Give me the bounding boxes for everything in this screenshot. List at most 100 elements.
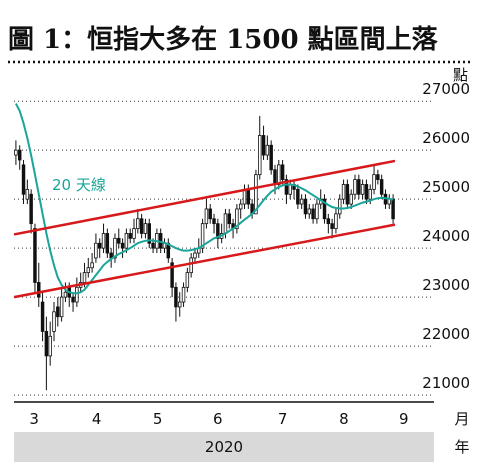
candle-body [124,233,129,249]
x-tick-label: 9 [399,410,409,428]
candle-body [136,218,140,229]
candle-body [273,169,277,185]
candle-body [261,135,266,156]
candle-body [52,311,56,332]
candle-body [238,203,243,210]
candle-body [269,144,273,171]
candle-body [75,286,79,303]
candle-body [71,296,75,303]
x-tick-label: 8 [339,410,349,428]
candle-body [189,257,193,274]
candle-body [368,188,372,200]
candle-body [288,184,292,195]
candle-body [204,208,209,225]
x-tick-label: 7 [278,410,288,428]
candle-body [216,223,220,239]
year-unit: 年 [454,438,469,456]
candle-body [178,301,182,308]
y-tick-label: 21000 [422,374,470,392]
candle-body [174,286,178,308]
candle-body [128,233,132,239]
candle-body [299,198,304,205]
candle-body [25,188,30,200]
candle-body [311,208,315,220]
candle-body [63,291,68,298]
x-unit: 月 [454,410,469,428]
candle-body [90,262,94,269]
candle-body [208,208,212,220]
candle-body [376,174,380,180]
candle-body [307,208,312,215]
y-tick-label: 23000 [422,276,470,294]
moving-average-line [15,103,394,295]
candle-body [48,335,52,357]
candle-body [151,242,155,249]
candle-body [139,218,144,234]
candle-body [341,184,346,200]
candle-body [86,267,91,274]
x-tick-label: 6 [213,410,223,428]
candle-body [97,242,102,249]
candle-body [322,198,327,220]
candle-body [132,228,136,239]
candle-body [143,223,148,234]
candle-body [227,213,231,225]
year-label: 2020 [205,438,243,456]
candle-body [338,198,342,215]
candle-body [17,149,22,161]
candle-body [334,213,338,229]
candle-body [200,223,205,249]
candle-body [284,179,289,195]
candle-body [44,331,49,357]
candle-body [265,144,270,156]
candle-body [40,301,45,332]
y-unit: 點 [453,66,468,84]
candle-body [349,193,353,205]
y-tick-label: 25000 [422,178,470,196]
candle-body [357,179,361,195]
candle-body [193,252,197,259]
candle-body [120,242,125,249]
candle-body [379,179,384,195]
chart-title: 圖 1：恒指大多在 1500 點區間上落 [8,25,439,55]
candle-body [242,188,247,205]
candle-body [14,149,18,156]
y-tick-label: 22000 [422,325,470,343]
candle-body [56,306,60,318]
candle-body [330,223,334,229]
candle-body [181,286,186,303]
channel-line [13,223,396,299]
candle-body [170,262,174,288]
y-tick-label: 26000 [422,129,470,147]
candle-body [277,164,281,185]
candle-body [113,237,117,259]
candle-body [235,208,239,229]
candle-body [360,184,365,195]
candle-body [223,213,228,234]
candle-body [258,135,262,176]
moving-average-label: 20 天線 [52,176,106,194]
channel-line [13,159,396,236]
candle-body [326,218,331,225]
candle-body [280,164,285,180]
y-tick-label: 24000 [422,227,470,245]
x-tick-label: 3 [29,410,39,428]
candle-body [37,282,41,298]
candle-body [364,184,369,200]
candle-body [246,188,251,205]
candle-body [345,184,350,205]
candle-body [372,174,376,190]
x-tick-label: 5 [153,410,163,428]
candle-body [117,237,121,244]
candle-body [254,174,258,215]
x-tick-label: 4 [92,410,102,428]
candle-body [59,296,64,318]
candle-body [105,233,110,254]
candle-body [296,188,300,205]
candle-body [29,193,33,225]
candle-body [94,242,98,259]
candle-body [212,218,216,225]
candle-body [101,233,106,249]
candle-body [303,198,308,215]
